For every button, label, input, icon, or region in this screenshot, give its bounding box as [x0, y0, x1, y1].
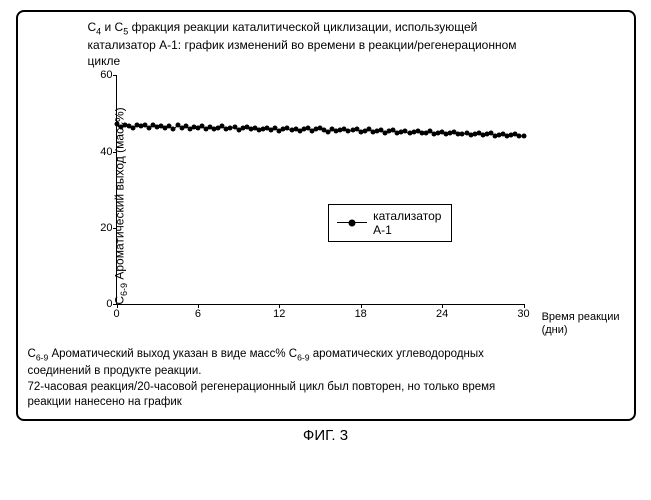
t2: катализатор A-1: график изменений во вре…	[88, 38, 517, 52]
xtick-mark	[198, 304, 199, 308]
chart-area: C6-9 Ароматический выход (масс%) катализ…	[28, 71, 624, 341]
f4: реакции нанесено на график	[28, 396, 182, 408]
xtick-label: 6	[195, 308, 201, 320]
footnote: C6-9 Ароматический выход указан в виде м…	[28, 347, 624, 410]
t3: цикле	[88, 54, 121, 68]
t1b: и C	[101, 20, 123, 34]
f1b: Ароматический выход указан в виде масс% …	[48, 348, 297, 360]
legend-text: катализатор A-1	[373, 209, 441, 237]
xl1: Время реакции	[542, 311, 620, 323]
xtick-label: 30	[517, 308, 529, 320]
f3: 72-часовая реакция/20-часовой регенераци…	[28, 381, 496, 393]
legend-marker-icon	[337, 222, 367, 224]
xtick-mark	[279, 304, 280, 308]
xtick-mark	[524, 304, 525, 308]
xl2: (дни)	[542, 324, 568, 336]
t1c: фракция реакции каталитической циклизаци…	[128, 20, 477, 34]
plot-region: катализатор A-1 02040600612182430	[116, 75, 524, 305]
plot-wrap: катализатор A-1 02040600612182430	[86, 75, 524, 321]
ytick-label: 60	[87, 69, 113, 81]
xtick-mark	[442, 304, 443, 308]
x-axis-label: Время реакции (дни)	[542, 311, 620, 337]
ytick-label: 20	[87, 222, 113, 234]
legend-l2: A-1	[373, 223, 392, 237]
f2: соединений в продукте реакции.	[28, 365, 202, 377]
f1s1: 6-9	[36, 353, 48, 363]
xtick-label: 24	[436, 308, 448, 320]
ytick-label: 0	[87, 298, 113, 310]
f1c: ароматических углеводородных	[310, 348, 484, 360]
chart-title: C4 и C5 фракция реакции каталитической ц…	[88, 20, 624, 69]
xtick-label: 12	[273, 308, 285, 320]
t1a: C	[88, 20, 97, 34]
xtick-label: 18	[355, 308, 367, 320]
figure-frame: C4 и C5 фракция реакции каталитической ц…	[16, 10, 636, 421]
ytick-label: 40	[87, 146, 113, 158]
ytick-mark	[113, 75, 117, 76]
xtick-label: 0	[113, 308, 119, 320]
legend-l1: катализатор	[373, 209, 441, 223]
f1s2: 6-9	[297, 353, 309, 363]
legend: катализатор A-1	[328, 204, 452, 242]
f1a: C	[28, 348, 36, 360]
xtick-mark	[361, 304, 362, 308]
ytick-mark	[113, 228, 117, 229]
figure-caption: ФИГ. 3	[10, 427, 641, 444]
ytick-mark	[113, 152, 117, 153]
xtick-mark	[117, 304, 118, 308]
data-point	[521, 133, 526, 138]
